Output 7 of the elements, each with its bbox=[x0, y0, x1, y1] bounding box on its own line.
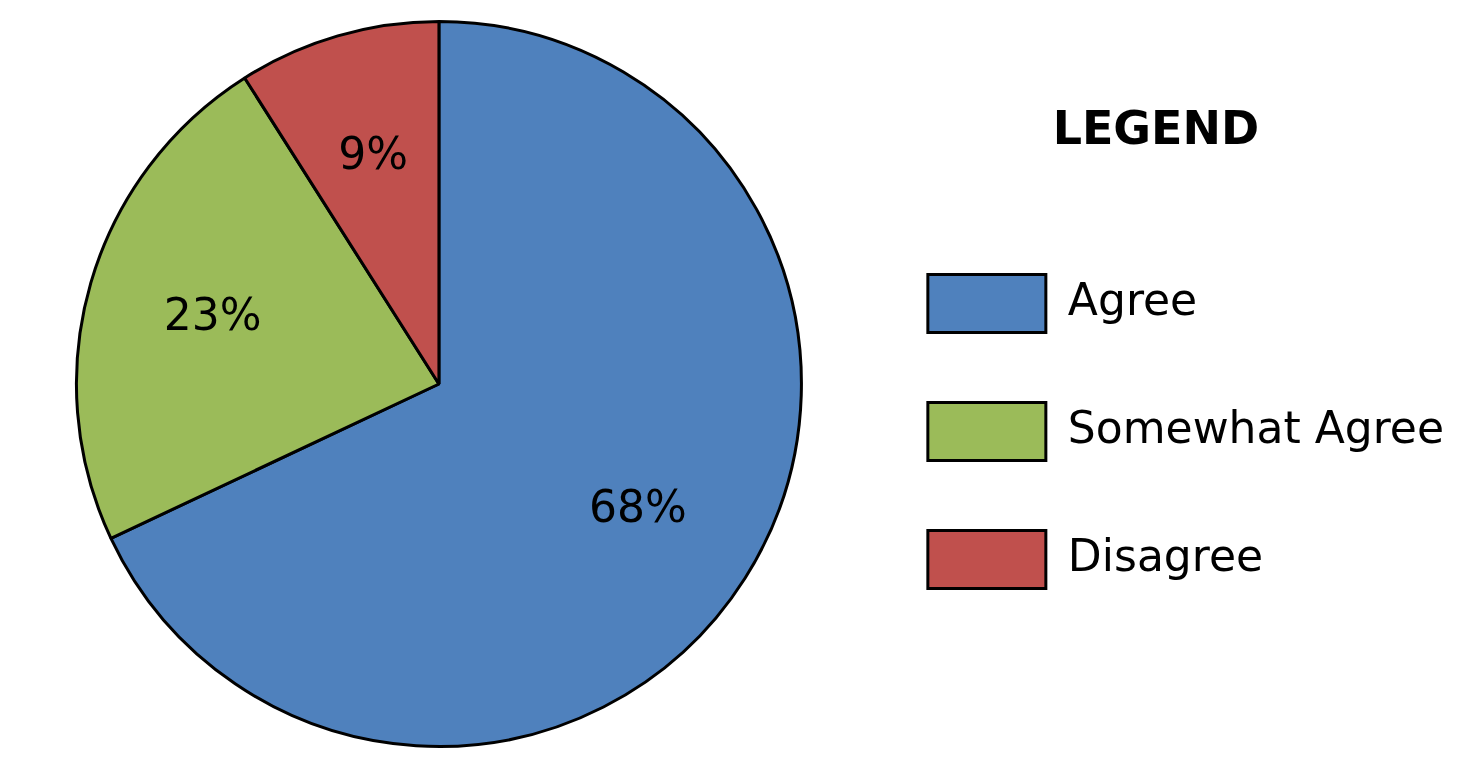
legend-label: Disagree bbox=[1067, 530, 1264, 582]
legend-label: Somewhat Agree bbox=[1067, 402, 1445, 454]
legend-label: Agree bbox=[1067, 274, 1198, 326]
data-label: 23% bbox=[163, 288, 262, 340]
data-label: 68% bbox=[588, 480, 687, 532]
data-label: 9% bbox=[338, 128, 409, 180]
legend-title: LEGEND bbox=[1052, 101, 1260, 156]
